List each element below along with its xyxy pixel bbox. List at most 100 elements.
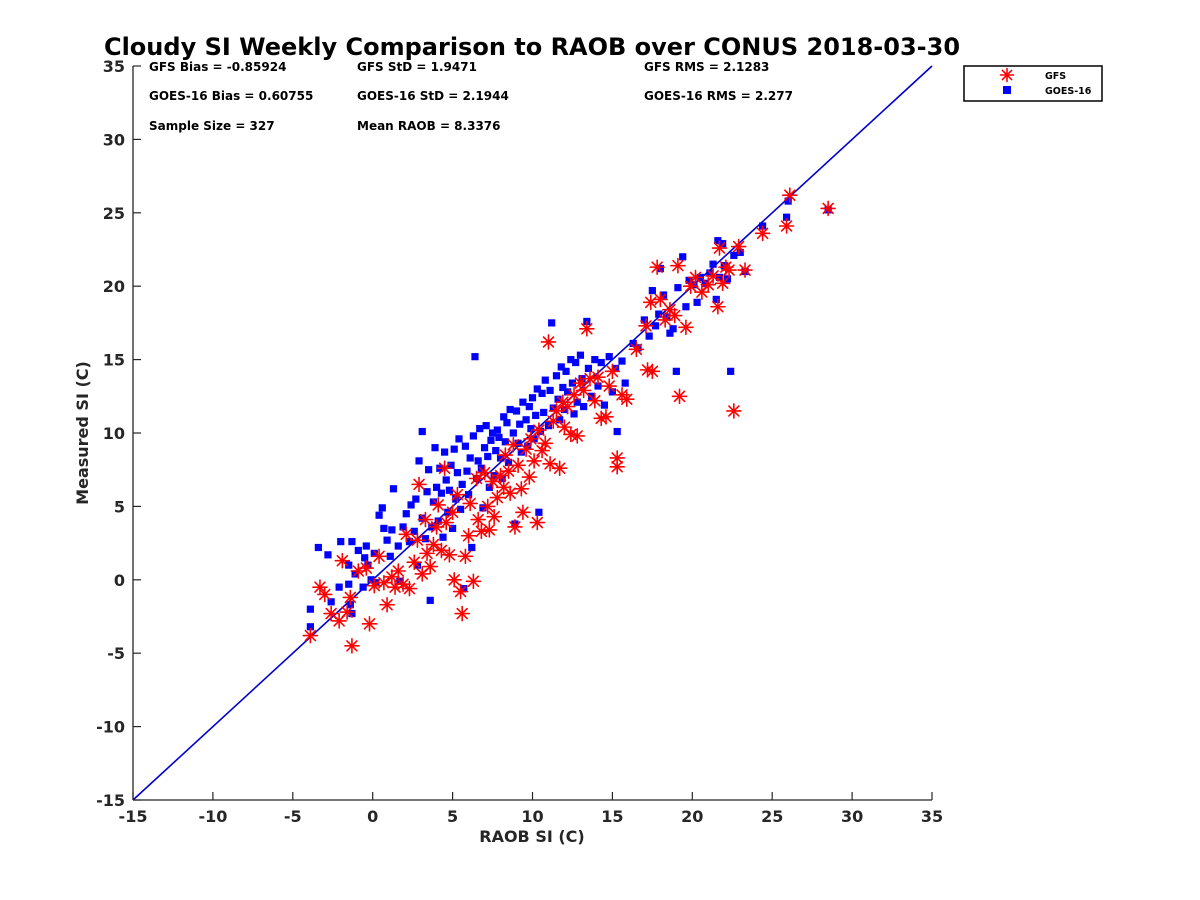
goes16-point [663,313,671,321]
stat-gfs-rms: GFS RMS = 2.1283 [644,60,769,74]
goes16-point [564,388,572,396]
gfs-point [441,547,458,563]
goes16-point [784,197,792,205]
x-axis-label: RAOB SI (C) [479,827,584,846]
gfs-point [604,363,621,380]
goes16-point [364,561,372,569]
goes16-point [487,436,495,444]
goes16-point [445,486,454,494]
gfs-point [726,403,742,419]
gfs-point [730,238,747,255]
goes16-point [500,413,508,421]
goes16-point [679,253,687,261]
gfs-point [444,504,461,521]
goes16-point [468,543,476,552]
goes16-point [485,483,493,491]
goes16-point [405,538,414,546]
goes16-point [418,427,426,436]
gfs-point [737,262,753,278]
gfs-point [454,605,470,622]
goes16-point [375,511,383,519]
x-tick-label: 10 [521,807,543,826]
goes16-point [535,508,543,516]
goes16-point [437,489,446,497]
gfs-point [820,200,836,217]
goes16-point [578,375,586,383]
goes16-point [525,402,533,411]
y-tick-label: 0 [114,571,125,590]
gfs-point [500,463,517,479]
gfs-point [678,319,694,336]
gfs-point [379,596,395,613]
goes16-point [570,410,578,418]
goes16-point [621,379,629,387]
goes16-point [380,524,388,533]
stat-goes-std: GOES-16 StD = 2.1944 [357,89,509,103]
goes16-point [394,542,402,550]
gfs-point [446,571,462,588]
gfs-point [484,473,501,490]
goes16-point [402,510,410,518]
gfs-point [649,259,665,275]
gfs-point [398,526,415,543]
gfs-point [422,558,439,575]
x-tick-label: 25 [761,807,783,826]
y-tick-label: 15 [103,351,125,370]
gfs-point [542,456,558,472]
goes16-point [594,382,602,390]
goes16-point [715,273,724,281]
goes16-point [492,447,500,455]
gfs-point [425,536,442,553]
goes16-point [464,491,473,499]
goes16-point [576,351,585,359]
goes16-point [701,279,709,287]
gfs-point [670,257,686,274]
goes16-point [383,536,391,544]
gfs-point [618,391,635,408]
gfs-point [598,409,614,425]
gfs-point [409,532,426,548]
gfs-point [545,413,562,430]
goes16-point [514,439,522,447]
gfs-point [526,453,542,469]
goes16-point [335,583,343,591]
goes16-point [469,432,477,440]
goes16-point [512,407,521,415]
gfs-point [548,403,565,419]
goes16-point [359,583,367,591]
gfs-point [411,476,427,493]
y-tick-label: -15 [96,791,125,810]
goes16-point [477,464,485,472]
goes16-point [573,398,581,406]
x-tick-label: 15 [601,807,623,826]
y-tick-label: 20 [103,277,125,296]
stat-goes-bias: GOES-16 Bias = 0.60755 [149,89,313,103]
gfs-point [497,447,514,463]
gfs-point [590,369,606,386]
gfs-point [316,586,333,603]
goes16-point [378,504,386,512]
stat-mean-raob: Mean RAOB = 8.3376 [357,119,501,133]
goes16-point [449,524,457,533]
x-tick-label: -5 [284,807,302,826]
goes16-point [447,461,455,469]
goes16-point [476,424,484,433]
gfs-point [531,422,547,438]
goes16-point [509,429,517,437]
goes16-point [452,495,460,503]
goes16-point [504,458,513,466]
y-tick-label: 25 [103,204,125,223]
goes16-point [600,401,609,409]
goes16-point [538,389,546,397]
goes16-point [559,383,567,392]
gfs-point [438,514,455,531]
goes16-point [455,435,463,443]
y-tick-label: 30 [103,130,125,149]
gfs-point [687,269,704,286]
goes16-point [552,372,561,380]
goes16-point [433,483,441,491]
stat-gfs-std: GFS StD = 1.9471 [357,60,477,74]
goes16-point [672,367,680,375]
goes16-point [415,457,423,465]
